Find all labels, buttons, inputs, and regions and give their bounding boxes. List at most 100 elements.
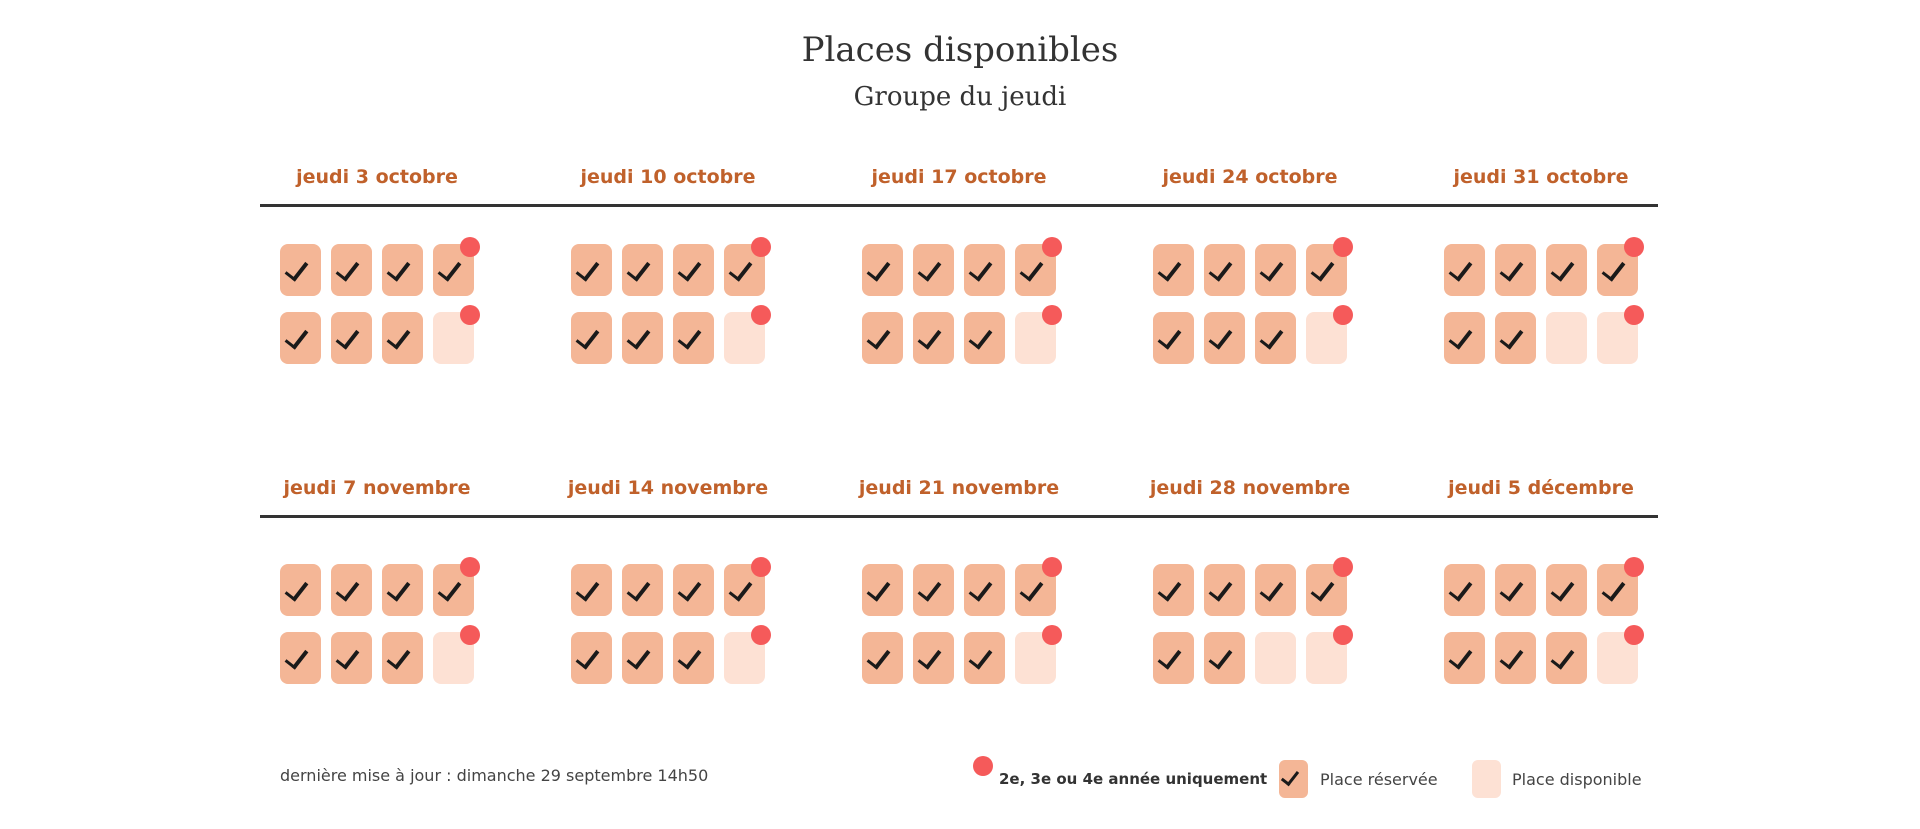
check-icon [1601,576,1626,602]
reserved-seat [862,244,903,296]
check-icon [968,644,993,670]
flag-dot-icon [460,625,480,645]
flag-dot-icon [1624,557,1644,577]
check-icon [1208,256,1233,282]
reserved-seat [382,244,423,296]
check-icon [1259,324,1284,350]
check-icon [1499,576,1524,602]
check-icon [284,644,309,670]
reserved-seat [1015,237,1062,296]
reserved-seat [1153,564,1194,616]
reserved-seat [622,244,663,296]
available-seat [1306,305,1353,364]
reserved-seat [1306,237,1353,296]
session-date: jeudi 21 novembre [858,477,1060,499]
session-date: jeudi 10 octobre [580,166,756,188]
reserved-seat [433,237,480,296]
check-icon [728,256,753,282]
flag-dot-icon [751,557,771,577]
check-icon [437,576,462,602]
reserved-seat [1597,237,1644,296]
reserved-seat [913,244,954,296]
flag-dot-icon [751,305,771,325]
check-icon [575,324,600,350]
reserved-seat [1204,312,1245,364]
reserved-seat [1255,312,1296,364]
available-seat [433,625,480,684]
check-icon [575,644,600,670]
check-icon [866,644,891,670]
session-date: jeudi 24 octobre [1162,166,1338,188]
check-icon [626,256,651,282]
check-icon [335,256,360,282]
reserved-seat [1015,557,1062,616]
reserved-seat [673,632,714,684]
check-icon [1019,576,1044,602]
reserved-seat [1255,564,1296,616]
available-seat [1546,312,1587,364]
check-icon [386,576,411,602]
flag-dot-icon [1333,625,1353,645]
flag-dot-icon [1042,237,1062,257]
reserved-seat [1153,312,1194,364]
reserved-seat [331,632,372,684]
check-icon [866,576,891,602]
available-seat-icon [1472,760,1501,798]
check-icon [677,324,702,350]
last-update-text: dernière mise à jour : dimanche 29 septe… [280,766,709,785]
check-icon [917,324,942,350]
reserved-seat [331,312,372,364]
flag-dot-icon [973,756,993,776]
available-seat [1597,625,1644,684]
reserved-seat [673,564,714,616]
reserved-seat [622,312,663,364]
check-icon [968,576,993,602]
check-icon [335,324,360,350]
flag-dot-icon [1333,305,1353,325]
check-icon [284,576,309,602]
check-icon [284,324,309,350]
reserved-seat [280,312,321,364]
check-icon [575,576,600,602]
check-icon [866,324,891,350]
check-icon [1448,256,1473,282]
reserved-seat [1153,632,1194,684]
reserved-seat [1546,632,1587,684]
check-icon [626,324,651,350]
check-icon [677,576,702,602]
reserved-seat [280,244,321,296]
reserved-seat [1306,557,1353,616]
check-icon [386,324,411,350]
reserved-seat [1204,564,1245,616]
reserved-seat [1444,632,1485,684]
check-icon [1208,576,1233,602]
reserved-seat [1495,312,1536,364]
check-icon [626,644,651,670]
reserved-seat [964,564,1005,616]
reserved-seat [280,564,321,616]
page-subtitle: Groupe du jeudi [853,82,1067,112]
check-icon [1448,324,1473,350]
reserved-seat [913,632,954,684]
available-seat [1015,625,1062,684]
check-icon [917,576,942,602]
reserved-seat [1444,312,1485,364]
reserved-seat [724,557,771,616]
flag-dot-icon [1624,305,1644,325]
check-icon [1448,644,1473,670]
check-icon [1310,256,1335,282]
check-icon [1208,324,1233,350]
reserved-seat [1495,632,1536,684]
reserved-seat [862,312,903,364]
reserved-seat [571,632,612,684]
reserved-seat [862,564,903,616]
check-icon [437,256,462,282]
flag-dot-icon [751,625,771,645]
reserved-seat [382,312,423,364]
row-divider [260,204,1658,207]
row-divider [260,515,1658,518]
available-seat [1015,305,1062,364]
check-icon [1499,256,1524,282]
reserved-seat [1597,557,1644,616]
reserved-seat [331,564,372,616]
